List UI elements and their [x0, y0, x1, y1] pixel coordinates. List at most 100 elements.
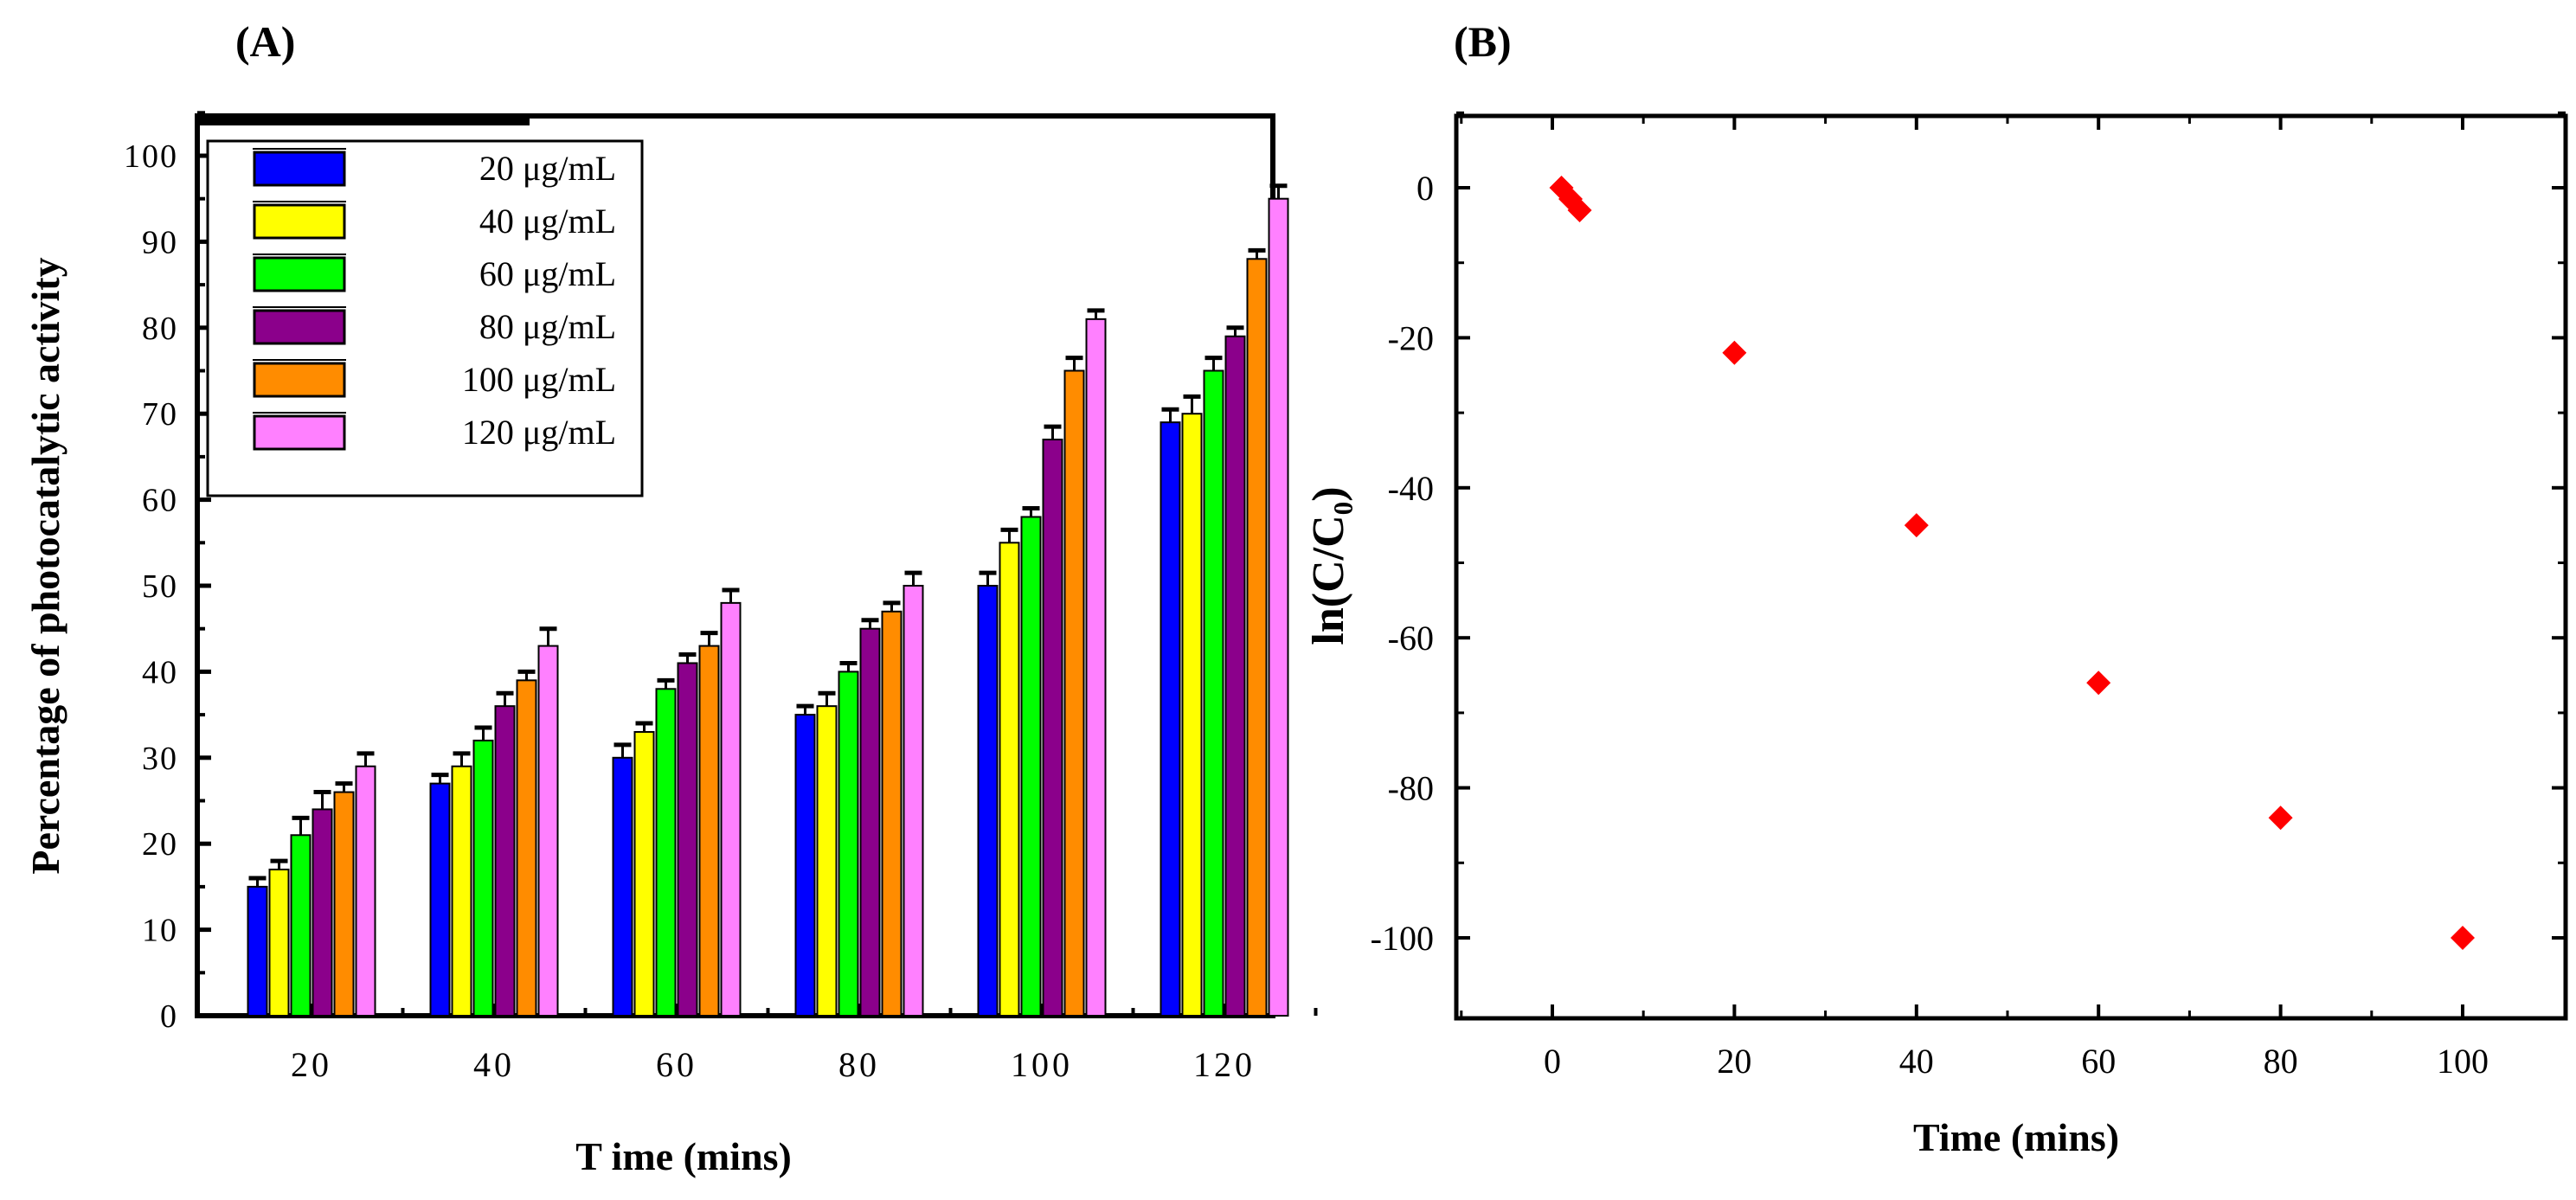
bar: [903, 585, 924, 1017]
bar: [429, 782, 451, 1017]
x-tick-label: 40: [473, 1045, 515, 1084]
y-tick-label: 80: [142, 311, 178, 347]
bar: [655, 688, 677, 1017]
y-tick-label: 0: [1416, 169, 1434, 208]
x-tick-label: 60: [2081, 1042, 2116, 1081]
bar: [794, 714, 816, 1017]
bar: [312, 808, 333, 1017]
data-point: [2086, 671, 2111, 696]
y-tick-label: -100: [1371, 919, 1434, 958]
y-tick-label: 90: [142, 224, 178, 260]
bar: [1203, 369, 1224, 1017]
panel-a-label: (A): [235, 17, 295, 66]
bar: [268, 869, 290, 1017]
bar: [1224, 335, 1246, 1017]
bar: [977, 585, 999, 1017]
legend-swatch: [253, 362, 346, 398]
y-tick-label: 60: [142, 483, 178, 519]
bar: [1160, 421, 1181, 1017]
panel-b-y-axis-title: ln(C/C₀): [1304, 486, 1353, 645]
y-tick-label: -60: [1388, 619, 1434, 658]
data-point: [2451, 926, 2475, 950]
legend-label: 120 μg/mL: [462, 413, 616, 452]
panel-a-legend: 20 μg/mL 40 μg/mL 60 μg/mL 80 μg/mL 100 μg/m…: [206, 139, 644, 497]
bar: [1268, 197, 1289, 1017]
bar: [859, 627, 881, 1017]
legend-label: 60 μg/mL: [479, 254, 616, 293]
bar: [516, 679, 537, 1017]
y-tick-label: 20: [142, 826, 178, 863]
panel-b-plot-frame: [1454, 113, 2568, 1021]
x-tick-label: 80: [2264, 1042, 2298, 1081]
y-tick-label: -80: [1388, 769, 1434, 808]
bar: [677, 662, 698, 1017]
data-point: [2268, 805, 2293, 831]
data-point: [1722, 340, 1747, 365]
bar: [1063, 369, 1085, 1017]
bar: [698, 645, 720, 1017]
data-point: [1904, 513, 1929, 538]
bar: [633, 730, 655, 1017]
bar: [290, 834, 312, 1017]
panel-b: (B) 0 -20 -40 -60 -80 -100 0 20 40 60 80 100 Time …: [1304, 17, 2568, 1159]
y-tick-label: 100: [124, 138, 178, 175]
panel-b-x-axis: 0 20 40 60 80 100: [1460, 116, 2489, 1081]
panel-a-x-axis-title: T ime (mins): [575, 1134, 792, 1178]
y-tick-label: 70: [142, 396, 178, 433]
panel-b-label: (B): [1454, 17, 1512, 66]
panel-a-bars: [247, 183, 1289, 1017]
y-tick-label: 40: [142, 654, 178, 690]
panel-a: (A) 0 10 20 30 40 50 60 70 80 90 100 20 40 60 80 100 12…: [23, 17, 1318, 1178]
bar: [1085, 318, 1107, 1017]
legend-label: 80 μg/mL: [479, 307, 616, 346]
bar: [612, 756, 633, 1017]
legend-label: 20 μg/mL: [479, 149, 616, 188]
y-tick-label: 0: [160, 998, 178, 1035]
bar: [1020, 516, 1042, 1017]
bar: [838, 671, 859, 1017]
y-tick-label: 30: [142, 741, 178, 777]
panel-b-x-axis-title: Time (mins): [1913, 1115, 2119, 1159]
bar: [1042, 439, 1063, 1017]
legend-swatch: [253, 414, 346, 451]
bar: [720, 601, 742, 1017]
panel-a-y-axis-title: Percentage of photocatalytic activity: [23, 257, 67, 874]
y-tick-label: -20: [1388, 318, 1434, 357]
bar: [472, 739, 494, 1017]
legend-swatch: [253, 256, 346, 292]
bar: [247, 885, 268, 1017]
panel-b-points: [1549, 176, 2475, 950]
legend-label: 100 μg/mL: [462, 360, 616, 399]
legend-swatch: [253, 309, 346, 345]
bar: [1181, 413, 1203, 1017]
x-tick-label: 120: [1193, 1045, 1256, 1084]
x-tick-label: 40: [1899, 1042, 1934, 1081]
panel-a-x-axis: 20 40 60 80 100 120: [291, 1004, 1318, 1084]
legend-swatch: [253, 151, 346, 187]
x-tick-label: 20: [1717, 1042, 1751, 1081]
x-tick-label: 60: [656, 1045, 697, 1084]
bar: [999, 542, 1020, 1017]
panel-a-y-axis: 0 10 20 30 40 50 60 70 80 90 100: [124, 111, 211, 1035]
data-point: [1567, 198, 1592, 223]
bar: [451, 765, 472, 1017]
y-tick-label: 10: [142, 913, 178, 949]
bar: [881, 610, 903, 1017]
y-tick-label: -40: [1388, 469, 1434, 508]
bar: [816, 705, 838, 1017]
y-tick-label: 50: [142, 568, 178, 605]
panel-b-y-axis: 0 -20 -40 -60 -80 -100: [1371, 111, 2566, 958]
bar: [494, 705, 516, 1017]
legend-swatch: [253, 203, 346, 240]
bar: [333, 791, 355, 1017]
x-tick-label: 20: [291, 1045, 332, 1084]
legend-label: 40 μg/mL: [479, 202, 616, 241]
bar: [1246, 258, 1268, 1017]
x-tick-label: 100: [2437, 1042, 2489, 1081]
x-tick-label: 80: [838, 1045, 880, 1084]
bar: [355, 765, 376, 1017]
x-tick-label: 100: [1011, 1045, 1073, 1084]
bar: [537, 645, 559, 1017]
x-tick-label: 0: [1544, 1042, 1561, 1081]
